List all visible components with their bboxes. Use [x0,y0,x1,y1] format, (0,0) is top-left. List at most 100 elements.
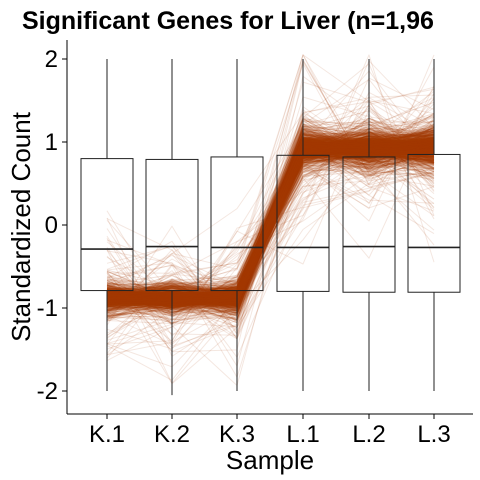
gene-line [106,129,435,311]
gene-line [106,140,435,303]
gene-line [106,134,435,306]
gene-line [106,139,435,307]
gene-line [106,138,435,300]
gene-line [106,143,435,306]
gene-line [106,140,435,316]
gene-line [106,129,435,309]
gene-line [106,150,435,315]
gene-line [106,63,435,340]
gene-line [106,144,435,301]
gene-line [106,151,435,296]
gene-line [106,142,435,304]
gene-line [106,149,435,304]
gene-line [106,144,435,307]
gene-line [106,139,435,310]
gene-line [106,140,435,301]
gene-line [106,141,435,296]
gene-line [106,143,435,303]
gene-line [106,145,435,298]
gene-line [106,164,435,324]
boxplots [80,59,461,396]
gene-line [106,138,435,299]
gene-line [106,137,435,307]
gene-line [106,134,435,312]
gene-line [106,139,435,324]
y-tick-label: -2 [37,378,58,405]
gene-line [106,143,435,305]
gene-line [106,150,435,308]
gene-line [106,142,435,301]
gene-line [106,144,435,306]
gene-line [106,125,435,299]
gene-line [106,139,435,303]
gene-line [106,141,435,302]
gene-line [106,131,435,302]
gene-line [106,140,435,302]
gene-line [106,134,435,298]
gene-line [106,148,435,306]
gene-line [106,118,435,299]
gene-line [106,146,435,309]
gene-line [106,115,435,300]
gene-line [106,112,435,336]
gene-line [106,145,435,310]
gene-line [106,133,435,317]
gene-line [106,91,435,345]
gene-line [106,113,435,303]
gene-line [106,136,435,303]
gene-line [106,122,435,300]
gene-line [106,148,435,306]
gene-line [106,159,435,315]
gene-line [106,150,435,303]
gene-line [106,142,435,305]
gene-line [106,149,435,316]
gene-line [106,151,435,305]
gene-line [106,127,435,306]
gene-line [106,139,435,297]
gene-line [106,144,435,301]
gene-line [106,136,435,302]
gene-line [106,147,435,304]
gene-line [106,128,435,299]
gene-line [106,153,435,311]
gene-line [106,140,435,302]
gene-line [106,140,435,307]
gene-line [106,141,435,311]
gene-line [106,97,435,289]
gene-line [106,143,435,300]
gene-line [106,143,435,317]
gene-line [106,138,435,306]
gene-line [106,155,435,299]
gene-line [106,152,435,295]
gene-line [106,119,435,308]
gene-line [106,139,435,305]
gene-line [106,131,435,318]
gene-line [106,135,435,307]
gene-line [106,88,435,287]
gene-line [106,129,435,302]
gene-line [106,136,435,316]
gene-line [106,144,435,301]
gene-line [106,75,435,353]
gene-line [106,142,435,309]
gene-line [106,145,435,308]
gene-line [106,145,435,297]
gene-line [106,144,435,312]
gene-line [106,135,435,303]
gene-line [106,129,435,308]
gene-line [106,140,435,308]
gene-line [106,148,435,302]
gene-line [106,130,435,304]
gene-line [106,128,435,307]
gene-line [106,140,435,305]
gene-line [106,141,435,306]
gene-line [106,148,435,316]
gene-line [106,128,435,314]
boxplot [276,59,330,391]
gene-line [106,136,435,302]
gene-line [106,117,435,322]
gene-line [106,149,435,296]
gene-line [106,141,435,311]
gene-line [106,137,435,307]
gene-line [106,130,435,303]
